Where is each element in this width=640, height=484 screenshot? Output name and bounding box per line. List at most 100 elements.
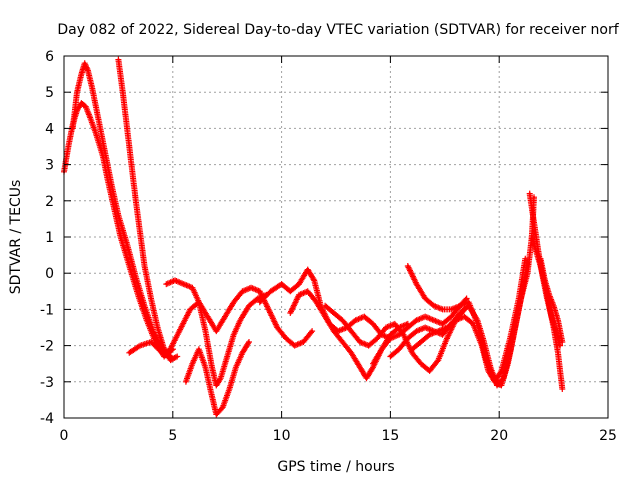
y-tick-label: -3 <box>40 375 54 391</box>
data-point <box>191 362 194 365</box>
y-tick-label: -2 <box>40 339 54 355</box>
data-point <box>125 243 129 246</box>
y-tick-label: -4 <box>40 411 54 427</box>
data-point <box>167 351 170 355</box>
data-point <box>517 297 520 300</box>
data-point <box>445 326 449 329</box>
data-point <box>548 304 551 307</box>
data-point <box>104 152 107 155</box>
data-point <box>125 127 129 130</box>
data-point <box>134 199 138 202</box>
data-point <box>350 351 353 355</box>
data-point <box>197 300 201 304</box>
x-tick-label: 20 <box>490 428 508 444</box>
data-point <box>86 69 90 72</box>
data-point <box>354 319 357 322</box>
data-series <box>61 56 566 418</box>
data-point <box>543 279 547 282</box>
data-point <box>428 333 431 336</box>
data-point <box>389 355 392 358</box>
data-point <box>371 362 375 365</box>
data-point <box>406 326 410 329</box>
data-point <box>450 308 453 311</box>
data-point <box>384 326 388 329</box>
data-point <box>528 192 531 195</box>
data-point <box>302 340 305 344</box>
data-point <box>484 358 488 362</box>
data-point <box>80 101 83 105</box>
data-point <box>500 384 503 387</box>
data-point <box>556 319 560 322</box>
data-point <box>376 337 379 340</box>
data-point <box>432 319 436 322</box>
data-point <box>206 315 209 318</box>
data-point <box>149 297 153 300</box>
data-point <box>424 315 427 318</box>
y-tick-label: 5 <box>45 85 54 101</box>
data-point <box>415 319 418 322</box>
data-point <box>332 329 336 333</box>
data-point <box>289 290 292 293</box>
data-point <box>95 134 98 137</box>
data-point <box>169 355 172 358</box>
data-point <box>178 329 181 333</box>
data-point <box>173 279 177 282</box>
data-point <box>226 355 229 358</box>
data-point <box>389 337 392 340</box>
data-point <box>332 311 336 315</box>
data-point <box>258 290 262 293</box>
data-point <box>406 264 410 268</box>
x-tick-label: 15 <box>381 428 399 444</box>
data-point <box>221 405 225 409</box>
data-point <box>315 300 318 304</box>
data-point <box>232 300 235 304</box>
data-point <box>83 62 86 65</box>
data-point <box>138 232 142 235</box>
data-point <box>138 344 142 347</box>
data-point <box>276 326 279 329</box>
data-point <box>441 308 444 311</box>
data-point <box>397 348 401 351</box>
series-satellite-track-6 <box>163 277 270 389</box>
data-point <box>267 308 270 311</box>
data-point <box>371 322 375 326</box>
data-point <box>458 311 462 315</box>
data-point <box>97 119 101 123</box>
series-satellite-track-17 <box>537 255 566 345</box>
data-point <box>506 362 510 365</box>
data-point <box>215 413 218 416</box>
data-point <box>247 304 251 307</box>
data-point <box>500 369 503 373</box>
data-point <box>210 395 214 398</box>
data-point <box>269 290 272 293</box>
data-point <box>256 297 259 300</box>
series-satellite-track-2 <box>69 60 181 364</box>
data-point <box>223 315 227 318</box>
data-point <box>397 333 401 336</box>
data-point <box>532 221 536 224</box>
data-point <box>389 333 392 336</box>
data-point <box>380 348 383 351</box>
x-tick-label: 5 <box>168 428 177 444</box>
series-markers <box>528 234 566 392</box>
data-point <box>493 380 497 383</box>
data-point <box>258 300 262 304</box>
data-point <box>323 304 327 307</box>
y-tick-label: 2 <box>45 194 54 210</box>
y-tick-label: 1 <box>45 230 54 246</box>
data-point <box>450 315 453 318</box>
data-point <box>539 257 542 260</box>
data-point <box>410 348 414 351</box>
data-point <box>247 340 251 344</box>
data-point <box>471 322 475 326</box>
data-point <box>341 340 344 344</box>
y-axis-label: SDTVAR / TECUs <box>8 180 24 295</box>
data-point <box>548 293 551 297</box>
data-point <box>219 376 222 380</box>
data-point <box>476 322 479 326</box>
data-point <box>306 268 309 271</box>
data-point <box>454 319 457 322</box>
data-point <box>508 337 512 340</box>
data-point <box>143 304 146 307</box>
data-point <box>117 58 120 61</box>
